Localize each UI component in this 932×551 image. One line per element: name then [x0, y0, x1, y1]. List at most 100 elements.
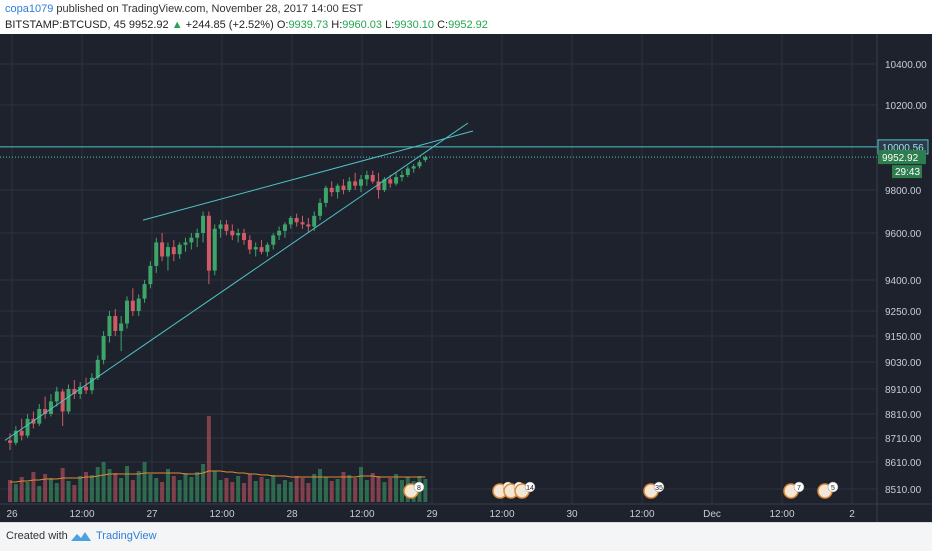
volume-bar	[329, 481, 334, 502]
y-tick-label: 8910.00	[885, 385, 922, 396]
close-value: 9952.92	[448, 19, 488, 31]
candle-body	[84, 386, 89, 391]
x-tick-label: 2	[849, 509, 855, 520]
volume-bar	[95, 467, 100, 502]
candle-body	[411, 166, 416, 169]
candle-body	[25, 418, 30, 436]
x-tick-label: 28	[286, 509, 298, 520]
volume-bar	[206, 416, 211, 502]
volume-bar	[13, 484, 18, 502]
event-count-label: 14	[526, 485, 534, 492]
candle-body	[195, 233, 200, 238]
candle-body	[247, 240, 252, 250]
volume-bar	[370, 473, 375, 502]
created-with-text: Created with	[6, 530, 68, 542]
candle-body	[399, 174, 404, 178]
volume-bar	[347, 475, 352, 502]
volume-bar	[160, 482, 165, 502]
tradingview-link[interactable]: TradingView	[96, 530, 157, 542]
symbol-label: BITSTAMP:BTCUSD, 45	[5, 19, 126, 31]
volume-bar	[236, 476, 241, 502]
candle-body	[78, 386, 83, 394]
price-label-10000: 10000.56	[882, 143, 924, 154]
y-tick-label: 8510.00	[885, 485, 922, 496]
volume-bar	[201, 464, 206, 502]
y-tick-label: 10200.00	[885, 101, 927, 112]
candle-body	[171, 247, 176, 255]
volume-bar	[119, 478, 124, 502]
candle-body	[95, 359, 100, 378]
price-change: +244.85 (+2.52%)	[185, 19, 274, 31]
volume-bar	[171, 476, 176, 502]
volume-bar	[177, 480, 182, 502]
volume-bar	[323, 477, 328, 502]
candle-body	[89, 377, 94, 391]
volume-bar	[136, 471, 141, 502]
candle-body	[417, 162, 422, 167]
volume-bar	[8, 480, 12, 502]
candle-body	[306, 224, 311, 227]
price-chart[interactable]: 26 12:00 27 12:00 28 12:00 29 12:00 30 12:00 Dec 12…	[0, 34, 932, 522]
volume-bar	[130, 480, 135, 502]
candle-body	[8, 440, 12, 443]
volume-bar	[19, 477, 24, 502]
candle-body	[230, 230, 235, 236]
footer: Created with TradingView	[0, 522, 932, 551]
y-tick-label: 9250.00	[885, 307, 922, 318]
x-tick-label: 12:00	[349, 509, 374, 520]
y-tick-label: 9030.00	[885, 358, 922, 369]
candle-body	[13, 430, 18, 443]
y-tick-label: 9150.00	[885, 332, 922, 343]
event-count-badge	[524, 481, 536, 493]
candle-body	[288, 217, 293, 225]
high-label: H:	[331, 19, 343, 31]
candle-body	[165, 247, 170, 257]
volume-bar	[31, 472, 36, 502]
candle-body	[394, 177, 399, 184]
volume-bar	[382, 482, 387, 502]
volume-bar	[148, 474, 153, 502]
volume-bar	[48, 478, 53, 502]
volume-bar	[253, 481, 258, 502]
volume-bar	[265, 479, 270, 502]
x-tick-label: 12:00	[489, 509, 514, 520]
volume-bar	[43, 474, 48, 502]
volume-bar	[282, 480, 287, 502]
x-tick-label: 12:00	[769, 509, 794, 520]
volume-bar	[312, 474, 317, 502]
x-tick-label: 30	[566, 509, 578, 520]
y-tick-label: 8610.00	[885, 458, 922, 469]
volume-bar	[423, 479, 428, 502]
quote-line: BITSTAMP:BTCUSD, 45 9952.92 ▲ +244.85 (+…	[5, 19, 488, 31]
last-price-box	[878, 150, 926, 165]
candle-body	[405, 168, 410, 175]
volume-bar	[183, 473, 188, 502]
candle-body	[154, 242, 159, 266]
volume-bar	[84, 472, 89, 502]
candle-body	[177, 244, 182, 255]
candle-body	[259, 247, 264, 252]
candle-body	[125, 300, 129, 324]
volume-bar	[165, 469, 170, 502]
candle-body	[43, 409, 48, 414]
candle-body	[136, 298, 141, 311]
candle-body	[253, 247, 258, 250]
volume-bar	[388, 478, 393, 502]
volume-bar	[212, 471, 217, 502]
close-label: C:	[437, 19, 449, 31]
candle-body	[54, 391, 59, 402]
volume-bar	[66, 481, 71, 502]
y-tick-label: 10400.00	[885, 60, 927, 71]
candle-body	[353, 181, 358, 186]
volume-bar	[247, 474, 252, 502]
candle-body	[19, 430, 24, 436]
candle-body	[189, 237, 194, 243]
author-link[interactable]: copa1079	[5, 3, 54, 15]
candle-body	[113, 316, 118, 331]
candle-body	[376, 181, 381, 190]
candle-body	[206, 215, 211, 271]
candle-body	[183, 242, 188, 245]
volume-bar	[113, 473, 118, 502]
open-label: O:	[276, 19, 289, 31]
open-value: 9939.73	[288, 19, 329, 31]
